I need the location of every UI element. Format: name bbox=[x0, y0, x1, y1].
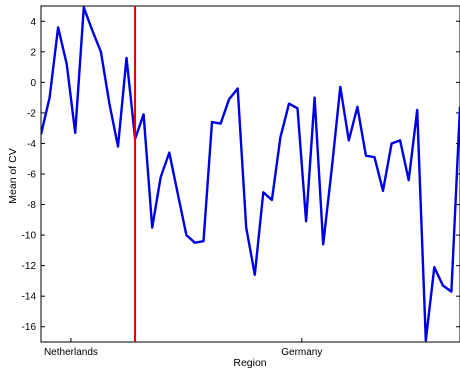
y-tick-label: -2 bbox=[27, 108, 36, 119]
y-tick-label: 2 bbox=[30, 47, 36, 58]
plot-frame bbox=[40, 5, 460, 343]
y-tick-label: -14 bbox=[22, 292, 37, 303]
x-tick-label: Netherlands bbox=[44, 347, 98, 358]
y-tick-label: -8 bbox=[27, 200, 36, 211]
series-line-0 bbox=[41, 6, 460, 342]
x-tick-label: Germany bbox=[281, 347, 322, 358]
y-tick-label: -6 bbox=[27, 170, 36, 181]
y-tick-label: -16 bbox=[22, 322, 37, 333]
x-axis-ticks: Netherlands Germany bbox=[44, 338, 322, 358]
y-tick-label: 0 bbox=[30, 78, 36, 89]
y-axis-label: Mean of CV bbox=[7, 148, 19, 203]
y-tick-label: -10 bbox=[22, 231, 37, 242]
series-group bbox=[41, 6, 460, 342]
x-axis-label: Region bbox=[233, 357, 266, 369]
y-tick-label: 4 bbox=[30, 17, 36, 28]
plot-frame-border bbox=[40, 5, 460, 343]
y-tick-label: -12 bbox=[22, 261, 37, 272]
y-axis-ticks: 4 2 0 -2 -4 -6 -8 -10 -12 -14 -16 bbox=[22, 17, 460, 333]
y-tick-label: -4 bbox=[27, 139, 36, 150]
